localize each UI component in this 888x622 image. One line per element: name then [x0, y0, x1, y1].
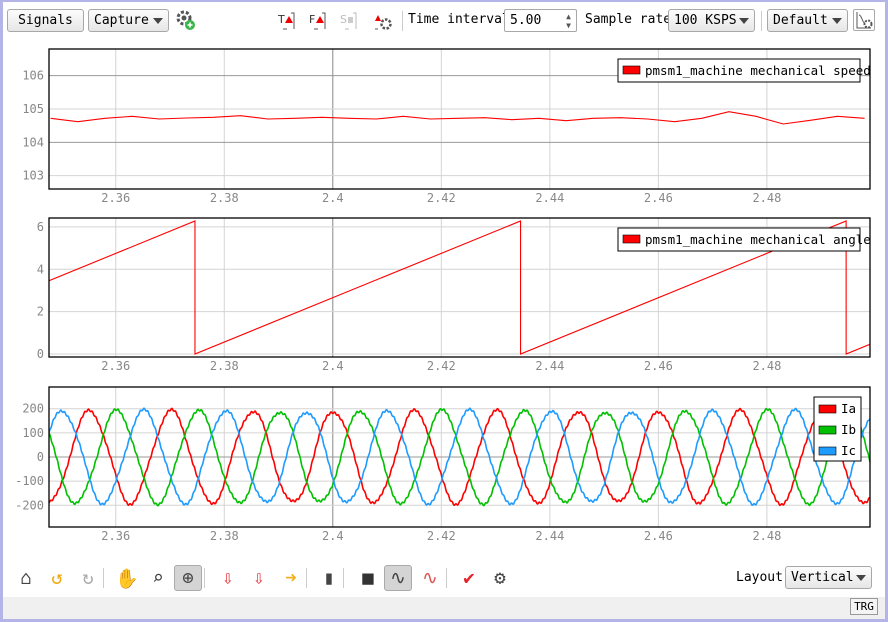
x-tick-label: 2.44: [535, 529, 564, 543]
legend: pmsm1_machine mechanical angle: [618, 228, 871, 251]
y-tick-label: 0: [37, 347, 44, 361]
separator: [446, 568, 447, 588]
x-tick-label: 2.44: [535, 191, 564, 205]
legend-swatch: [819, 405, 836, 413]
cursor-icon[interactable]: ∿: [384, 565, 412, 591]
y-tick-label: 105: [22, 102, 44, 116]
y-tick-label: 2: [37, 305, 44, 319]
legend: pmsm1_machine mechanical speed: [618, 59, 871, 82]
legend: Ia Ib Ic: [814, 397, 861, 461]
x-tick-label: 2.48: [752, 359, 781, 373]
x-tick-label: 2.44: [535, 359, 564, 373]
check-icon[interactable]: ✔: [455, 565, 483, 591]
y-tick-label: 0: [37, 450, 44, 464]
y-tick-label: 6: [37, 220, 44, 234]
y-tick-label: -100: [15, 474, 44, 488]
layout-dropdown[interactable]: Vertical: [785, 566, 872, 589]
chart-1: 2.36 2.38 2.4 2.42 2.44 2.46 2.48 103 104 105 106 p…: [22, 49, 870, 205]
legend-label: pmsm1_machine mechanical angle: [645, 232, 871, 247]
y-tick-label: 103: [22, 169, 44, 183]
separator: [204, 568, 205, 588]
trg-indicator[interactable]: TRG: [850, 598, 878, 615]
zoom-axis-icon[interactable]: ⊕: [174, 565, 202, 591]
export-other-icon[interactable]: ➜: [277, 565, 305, 591]
x-tick-label: 2.4: [322, 191, 344, 205]
x-tick-label: 2.46: [644, 191, 673, 205]
trg-label: TRG: [854, 600, 874, 613]
x-tick-label: 2.38: [210, 529, 239, 543]
undo-icon[interactable]: ↺: [43, 565, 71, 591]
legend-label: Ic: [841, 443, 856, 458]
export-data-icon[interactable]: ⇩: [214, 565, 242, 591]
x-tick-label: 2.36: [101, 529, 130, 543]
separator: [306, 568, 307, 588]
y-tick-label: 106: [22, 69, 44, 83]
x-tick-label: 2.42: [427, 529, 456, 543]
chart-3: 2.36 2.38 2.4 2.42 2.44 2.46 2.48 -200 -100 0 100 2…: [15, 387, 870, 543]
pan-icon[interactable]: ✋: [113, 565, 141, 591]
legend-swatch: [623, 66, 640, 74]
legend-swatch: [819, 426, 836, 434]
status-bar: [3, 597, 885, 619]
chart-2: 2.36 2.38 2.4 2.42 2.44 2.46 2.48 0 2 4 6 pmsm1_mac…: [37, 218, 871, 373]
separator: [103, 568, 104, 588]
x-tick-label: 2.38: [210, 191, 239, 205]
legend-swatch: [623, 235, 640, 243]
y-tick-label: 4: [37, 262, 44, 276]
legend-label: pmsm1_machine mechanical speed: [645, 63, 871, 78]
separator: [343, 568, 344, 588]
y-tick-label: -200: [15, 498, 44, 512]
x-tick-label: 2.4: [322, 359, 344, 373]
legend-label: Ib: [841, 422, 856, 437]
background-icon[interactable]: ■: [354, 565, 382, 591]
legend-swatch: [819, 447, 836, 455]
y-tick-label: 100: [22, 426, 44, 440]
redo-icon[interactable]: ↻: [74, 565, 102, 591]
zoom-region-icon[interactable]: ⌕: [144, 565, 172, 591]
plots-area[interactable]: 2.362.382.42.422.442.462.48103104105106p…: [0, 0, 888, 560]
chevron-down-icon: [856, 575, 866, 581]
x-tick-label: 2.4: [322, 529, 344, 543]
legend-label: Ia: [841, 401, 856, 416]
x-tick-label: 2.46: [644, 359, 673, 373]
x-tick-label: 2.36: [101, 359, 130, 373]
x-tick-label: 2.48: [752, 529, 781, 543]
export-image-icon[interactable]: ⇩: [245, 565, 273, 591]
home-icon[interactable]: ⌂: [12, 565, 40, 591]
plot-settings-icon[interactable]: ⚙: [486, 565, 514, 591]
x-tick-label: 2.38: [210, 359, 239, 373]
layout-value: Vertical: [791, 570, 854, 585]
trigger-line-icon[interactable]: ∿: [416, 565, 444, 591]
histogram-icon[interactable]: ▮: [315, 565, 343, 591]
layout-label: Layout: [736, 570, 783, 585]
x-tick-label: 2.42: [427, 191, 456, 205]
y-tick-label: 200: [22, 402, 44, 416]
x-tick-label: 2.46: [644, 529, 673, 543]
y-tick-label: 104: [22, 135, 44, 149]
x-tick-label: 2.42: [427, 359, 456, 373]
x-tick-label: 2.36: [101, 191, 130, 205]
x-tick-label: 2.48: [752, 191, 781, 205]
